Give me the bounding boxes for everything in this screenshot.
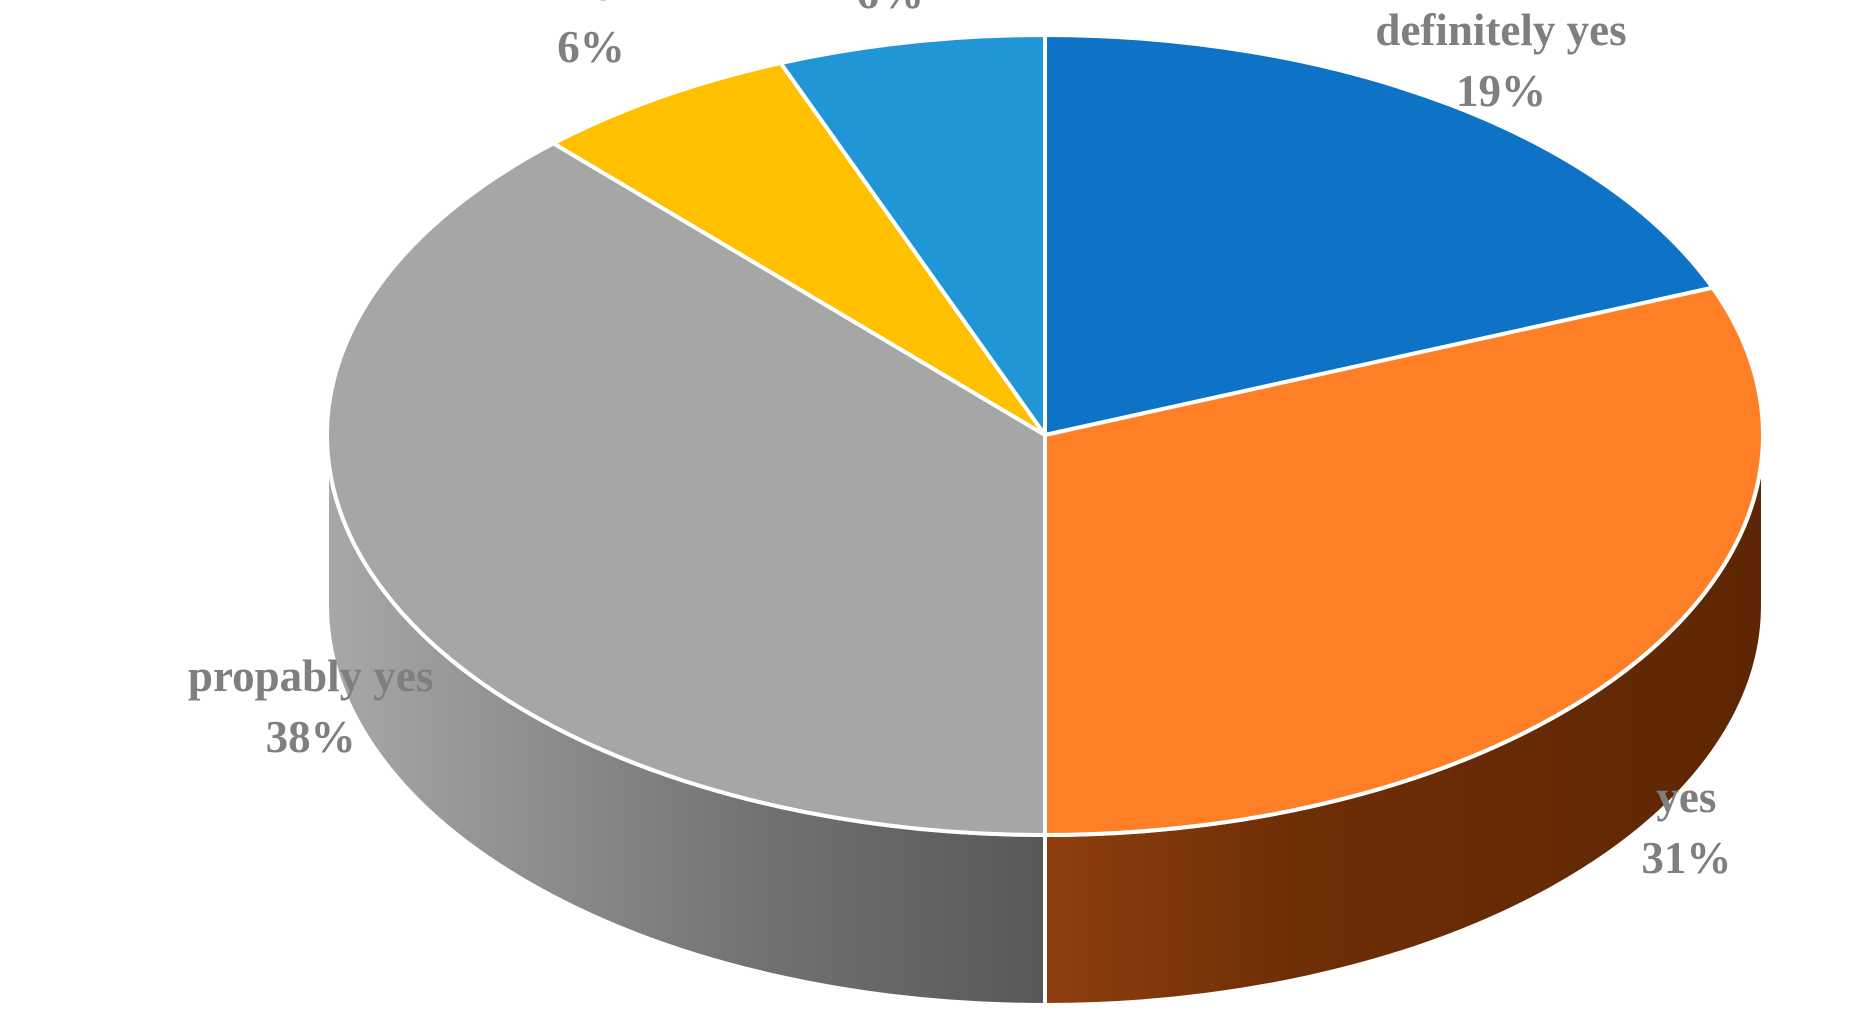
- slice-label-propably-yes: propably yes 38%: [188, 646, 433, 768]
- slice-label-yes: yes 31%: [1641, 767, 1731, 889]
- slice-label-name: yes: [1656, 771, 1717, 822]
- slice-label-value: 6%: [557, 21, 625, 72]
- pie-slice-definitely-yes: [1043, 33, 1715, 437]
- pie-tops: [325, 33, 1765, 837]
- pie-slice-definitely-no: [778, 33, 1047, 437]
- slice-label-name: propably yes: [187, 650, 434, 701]
- pie-slice-yes: [1043, 285, 1765, 837]
- slice-label-value: 38%: [265, 711, 356, 762]
- pie-slice-propably-yes: [325, 141, 1047, 837]
- slice-label-value: 6%: [771, 0, 1010, 24]
- slice-label-value: 19%: [1456, 66, 1547, 117]
- slice-label-definitely-no: definitely no6%: [771, 0, 1010, 24]
- slice-label-name: definitely yes: [1375, 4, 1627, 55]
- pie-slice-no: [551, 61, 1047, 437]
- slice-label-name: no: [557, 0, 625, 16]
- slice-label-no: no 6%: [557, 0, 625, 78]
- slice-label-value: 31%: [1641, 832, 1732, 883]
- slice-label-definitely-yes: definitely yes 19%: [1375, 0, 1626, 122]
